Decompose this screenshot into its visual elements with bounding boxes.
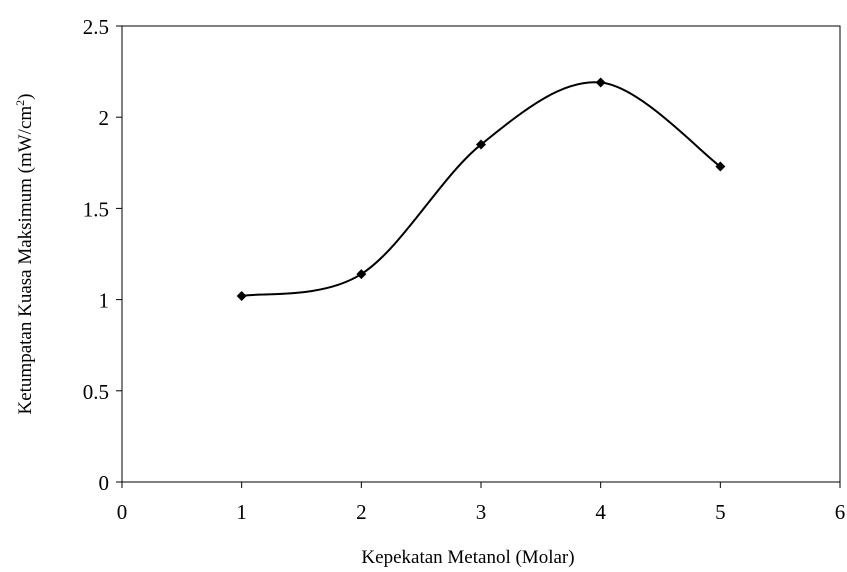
y-axis-title-close: ) (15, 93, 36, 99)
y-tick-label: 2 (99, 106, 110, 130)
data-point-marker (356, 269, 367, 280)
series-layer (236, 77, 726, 301)
y-tick-label: 1 (99, 289, 110, 313)
y-tick-label: 1.5 (83, 197, 109, 221)
x-tick-label: 1 (236, 500, 247, 524)
y-tick-label: 0 (99, 471, 110, 495)
x-axis-title: Kepekatan Metanol (Molar) (361, 547, 574, 568)
plot-area-frame (121, 25, 841, 483)
x-tick-label: 5 (715, 500, 726, 524)
x-tick-label: 4 (595, 500, 606, 524)
x-tick-label: 3 (476, 500, 487, 524)
data-point-marker (476, 139, 486, 150)
x-axis-ticks: 0 1 2 3 4 5 6 (117, 482, 846, 524)
y-tick-label: 0.5 (83, 380, 109, 404)
y-tick-label: 2.5 (83, 15, 109, 39)
series-line (241, 81, 721, 297)
x-tick-label: 0 (117, 500, 128, 524)
x-tick-label: 6 (835, 500, 846, 524)
y-axis-title: Ketumpatan Kuasa Maksimum (mW/cm2) (13, 93, 36, 414)
x-tick-label: 2 (356, 500, 367, 524)
data-point-marker (715, 161, 726, 172)
y-axis-ticks: 0 0.5 1 1.5 2 2.5 (83, 15, 122, 495)
data-point-marker (595, 77, 606, 88)
y-axis-title-sup: 2 (13, 100, 27, 106)
data-point-marker (236, 290, 247, 301)
y-axis-title-main: Ketumpatan Kuasa Maksimum (mW/cm (15, 106, 36, 415)
